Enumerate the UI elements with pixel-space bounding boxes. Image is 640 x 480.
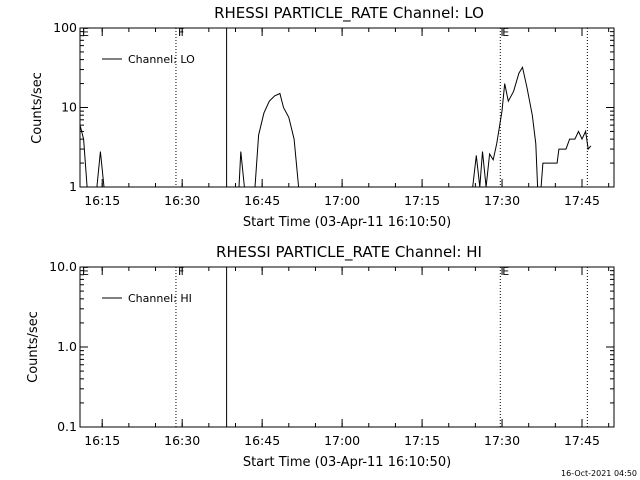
y-tick-label: 1.0 [57, 339, 77, 354]
x-tick-label: 17:15 [404, 193, 440, 208]
y-tick-label: 10.0 [49, 259, 77, 274]
x-tick-label: 17:00 [324, 433, 360, 448]
legend: Channel: LO [102, 53, 195, 66]
x-tick-label: 16:45 [244, 193, 280, 208]
y-tick-label: 100 [53, 20, 77, 35]
series-line [472, 65, 539, 188]
plot-panel-lo: RHESSI PARTICLE_RATE Channel: LO 16:15 16… [30, 4, 615, 230]
legend-label: Channel: HI [128, 292, 192, 305]
x-tick-label: 16:15 [84, 193, 120, 208]
series-line [79, 124, 88, 188]
event-marker-label: F [178, 265, 184, 278]
chart-title: RHESSI PARTICLE_RATE Channel: HI [216, 243, 482, 262]
event-marker-label: E [502, 26, 509, 39]
series-line [238, 151, 245, 188]
plot-frame [79, 27, 615, 188]
footer-timestamp: 16-Oct-2021 04:50 [561, 469, 637, 478]
y-tick-label: 10 [61, 100, 77, 115]
x-tick-label: 16:45 [244, 433, 280, 448]
x-axis-ticks: 16:15 16:30 16:45 17:00 17:15 17:30 17:45 [84, 28, 610, 208]
x-tick-label: 17:00 [324, 193, 360, 208]
x-tick-label: 17:30 [484, 193, 520, 208]
series-line [96, 151, 105, 188]
plot-frame [79, 266, 615, 428]
x-tick-label: 16:30 [164, 433, 200, 448]
series-line [254, 92, 300, 188]
y-axis-ticks: 1 10 100 [53, 20, 614, 194]
chart-title: RHESSI PARTICLE_RATE Channel: LO [214, 4, 484, 23]
series-group [79, 65, 592, 188]
x-tick-label: 17:30 [484, 433, 520, 448]
x-tick-label: 16:30 [164, 193, 200, 208]
y-tick-label: 1 [69, 179, 77, 194]
y-axis-label: Counts/sec [30, 72, 45, 144]
y-axis-ticks: 0.1 1.0 10.0 [49, 259, 614, 434]
y-axis-label: Counts/sec [26, 311, 41, 383]
x-axis-label: Start Time (03-Apr-11 16:10:50) [243, 215, 451, 230]
x-tick-label: 17:15 [404, 433, 440, 448]
series-line [540, 129, 592, 188]
x-tick-label: 17:45 [564, 433, 600, 448]
event-marker-label: E [502, 265, 509, 278]
y-tick-label: 0.1 [57, 419, 77, 434]
legend-label: Channel: LO [128, 53, 195, 66]
x-tick-label: 16:15 [84, 433, 120, 448]
x-tick-label: 17:45 [564, 193, 600, 208]
event-marker-label: F [178, 26, 184, 39]
x-axis-ticks: 16:15 16:30 16:45 17:00 17:15 17:30 17:45 [84, 267, 610, 448]
event-marker-label: E [82, 265, 89, 278]
plot-panel-hi: RHESSI PARTICLE_RATE Channel: HI 16:15 16… [26, 243, 615, 470]
event-marker-label: E [82, 26, 89, 39]
legend: Channel: HI [102, 292, 192, 305]
x-axis-label: Start Time (03-Apr-11 16:10:50) [243, 455, 451, 470]
